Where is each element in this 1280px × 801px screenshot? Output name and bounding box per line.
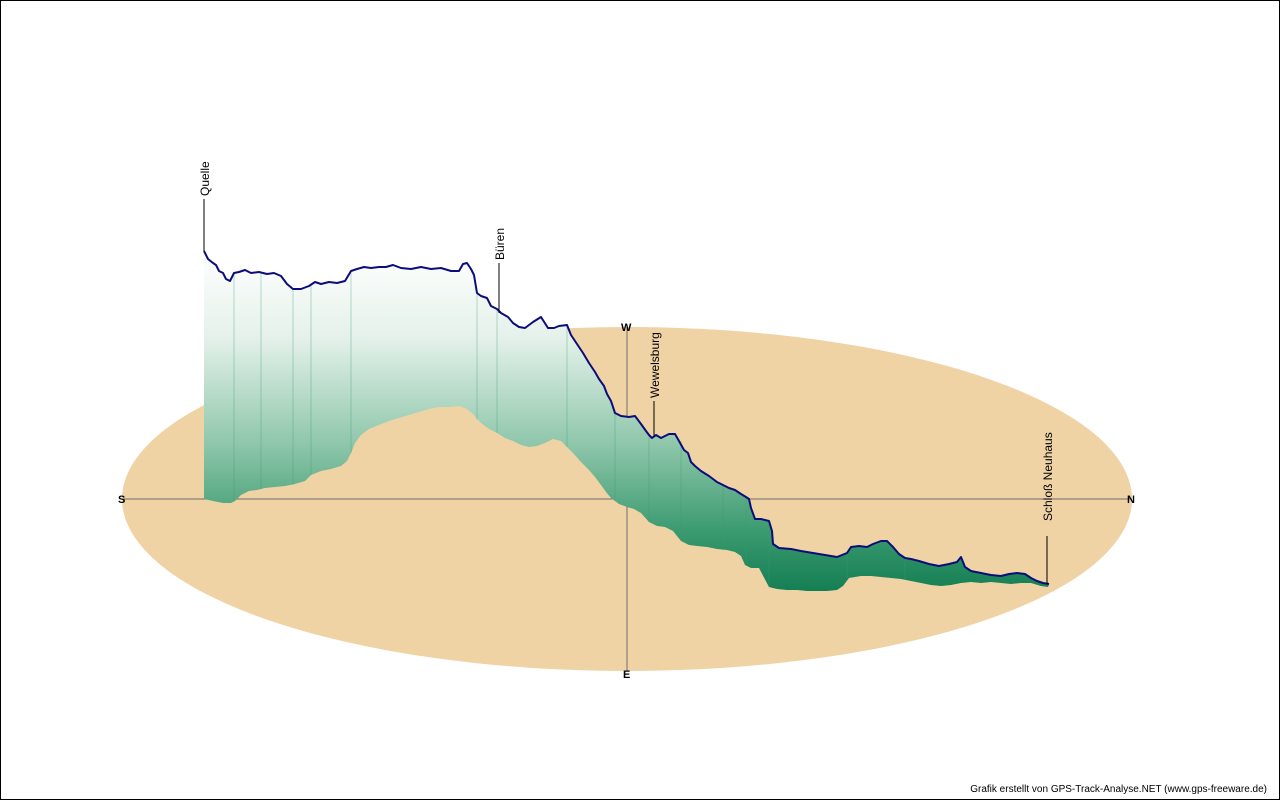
waypoint-quelle: Quelle bbox=[198, 161, 212, 251]
waypoint-label: Wewelsburg bbox=[648, 332, 662, 398]
waypoint-wewelsburg: Wewelsburg bbox=[648, 332, 662, 437]
waypoint-label: Schloß Neuhaus bbox=[1041, 432, 1055, 521]
elevation-wall bbox=[204, 251, 1049, 591]
wall-segment-lines bbox=[233, 271, 906, 587]
waypoint-label: Büren bbox=[493, 228, 507, 260]
waypoint-bueren: Büren bbox=[493, 228, 507, 313]
compass-north-label: N bbox=[1127, 494, 1135, 506]
waypoint-label: Quelle bbox=[198, 161, 212, 196]
compass-west-label: W bbox=[621, 322, 632, 334]
compass-east-label: E bbox=[623, 669, 630, 681]
credit-text: Grafik erstellt von GPS-Track-Analyse.NE… bbox=[970, 784, 1267, 795]
waypoint-schloss-neuhaus: Schloß Neuhaus bbox=[1041, 432, 1055, 584]
compass-south-label: S bbox=[118, 494, 125, 506]
elevation-track-line bbox=[203, 250, 1050, 585]
